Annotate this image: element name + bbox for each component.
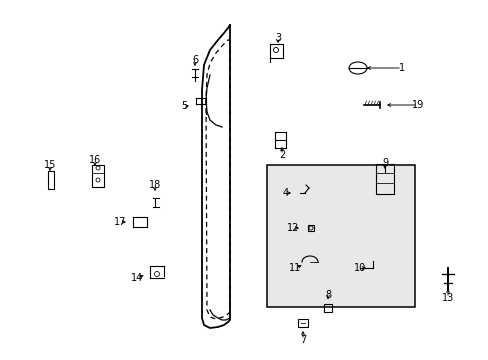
Bar	[297, 319, 307, 327]
Text: 1: 1	[398, 63, 404, 73]
Text: 5: 5	[181, 101, 187, 111]
Bar	[266, 165, 414, 307]
Bar	[92, 165, 104, 187]
Bar	[307, 225, 313, 231]
Text: 19: 19	[411, 100, 423, 110]
Text: 8: 8	[324, 290, 330, 300]
Text: 16: 16	[89, 155, 101, 165]
Text: 6: 6	[192, 55, 198, 65]
Text: 11: 11	[288, 263, 301, 273]
Text: 9: 9	[381, 158, 387, 168]
Text: 10: 10	[353, 263, 366, 273]
Bar	[324, 304, 331, 312]
Text: 3: 3	[274, 33, 281, 43]
Text: 4: 4	[283, 188, 288, 198]
Text: 7: 7	[299, 335, 305, 345]
Text: 2: 2	[278, 150, 285, 160]
Text: 17: 17	[114, 217, 126, 227]
Text: 13: 13	[441, 293, 453, 303]
Text: 12: 12	[286, 223, 299, 233]
Text: 14: 14	[131, 273, 143, 283]
Bar	[48, 171, 54, 189]
Bar	[375, 164, 393, 194]
Text: 15: 15	[44, 160, 56, 170]
Text: 18: 18	[148, 180, 161, 190]
